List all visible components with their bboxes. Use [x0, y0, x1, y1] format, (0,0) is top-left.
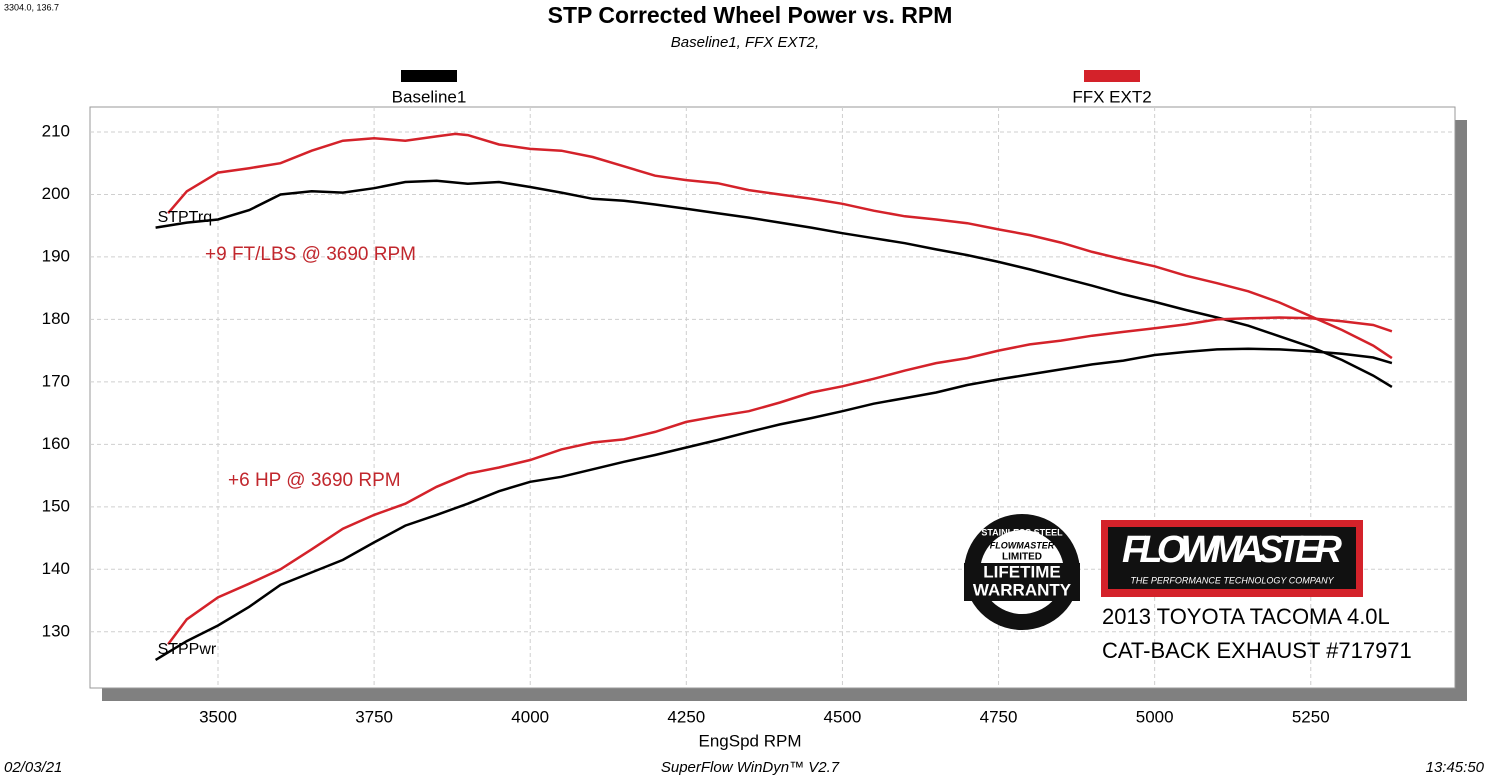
date: 02/03/21: [4, 759, 62, 776]
curve-label: STPTrq: [158, 209, 213, 226]
x-axis-label: EngSpd RPM: [699, 731, 802, 750]
y-tick-label: 130: [42, 621, 70, 640]
flowmaster-logo: FLOWMASTER THE PERFORMANCE TECHNOLOGY CO…: [1101, 520, 1363, 597]
badge-text: LIFETIME: [983, 562, 1060, 581]
logo-text: FLOWMASTER: [1122, 529, 1343, 571]
y-tick-label: 160: [42, 434, 70, 453]
legend-label: Baseline1: [392, 87, 467, 106]
vehicle: 2013 TOYOTA TACOMA 4.0L: [1102, 604, 1390, 629]
y-tick-label: 140: [42, 559, 70, 578]
x-tick-label: 5250: [1292, 707, 1330, 726]
legend-label: FFX EXT2: [1072, 87, 1151, 106]
plot: 130 140 150 160 170 180 190 200 210 3500 3750 4000 4…: [42, 70, 1455, 726]
x-tick-label: 4500: [824, 707, 862, 726]
line: [167, 316, 1393, 646]
line: [155, 179, 1393, 388]
curve-label: STPPwr: [158, 641, 217, 658]
annotation: +6 HP @ 3690 RPM: [228, 470, 401, 491]
legend-swatch: [1084, 70, 1140, 82]
warranty-badge: STAINLESS STEEL FLOWMASTER LIMITED LIFET…: [964, 514, 1080, 630]
y-tick-label: 190: [42, 246, 70, 265]
y-tick-label: 210: [42, 121, 70, 140]
x-tick-label: 3750: [355, 707, 393, 726]
corner-note: 3304.0, 136.7: [4, 2, 59, 12]
chart-subtitle: Baseline1, FFX EXT2,: [671, 34, 819, 51]
badge-text: LIMITED: [1002, 552, 1042, 563]
software: SuperFlow WinDyn™ V2.7: [661, 759, 840, 776]
legend-swatch: [401, 70, 457, 82]
chart-title: STP Corrected Wheel Power vs. RPM: [548, 2, 953, 28]
x-tick-label: 3500: [199, 707, 237, 726]
annotation: +9 FT/LBS @ 3690 RPM: [205, 244, 416, 265]
badge-text: STAINLESS STEEL: [981, 527, 1063, 537]
line: [167, 132, 1393, 360]
x-tick-label: 4000: [511, 707, 549, 726]
y-tick-label: 200: [42, 184, 70, 203]
x-tick-label: 5000: [1136, 707, 1174, 726]
badge-text: FLOWMASTER: [990, 540, 1055, 550]
y-tick-label: 180: [42, 309, 70, 328]
x-tick-label: 4750: [980, 707, 1018, 726]
y-tick-label: 150: [42, 496, 70, 515]
y-tick-label: 170: [42, 371, 70, 390]
badge-text: WARRANTY: [973, 580, 1072, 599]
line: [154, 347, 1393, 661]
time: 13:45:50: [1426, 759, 1485, 776]
x-tick-label: 4250: [667, 707, 705, 726]
product: CAT-BACK EXHAUST #717971: [1102, 638, 1412, 663]
logo-tagline: THE PERFORMANCE TECHNOLOGY COMPANY: [1130, 575, 1334, 585]
